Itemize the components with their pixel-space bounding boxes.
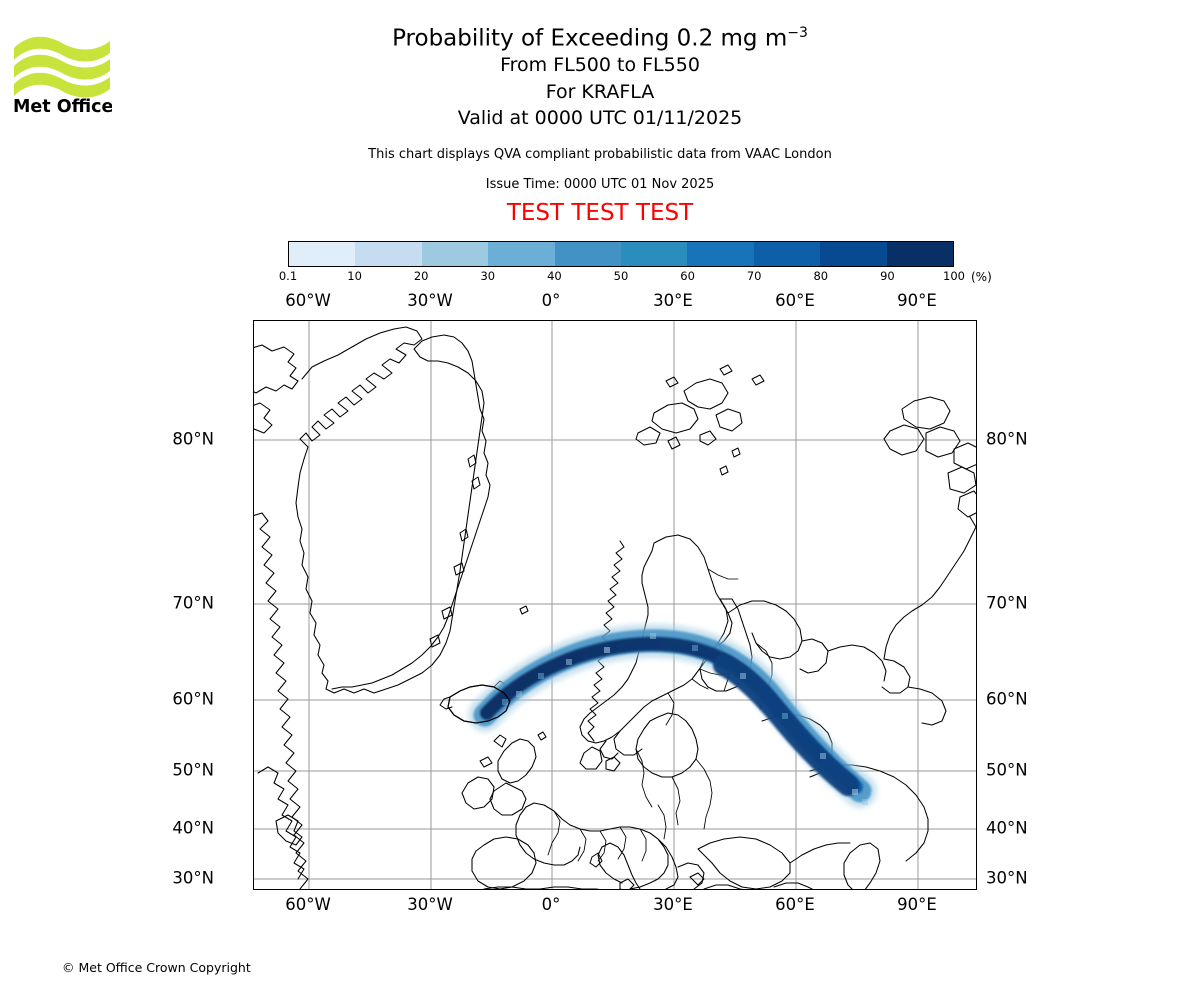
lat-label-right-40n: 40°N <box>986 818 1028 838</box>
met-office-logo-graphic: Met Office <box>13 36 112 114</box>
copyright-text: © Met Office Crown Copyright <box>62 960 251 975</box>
colorbar-band-5 <box>621 242 688 266</box>
colorbar-tick-60: 60 <box>680 269 695 283</box>
ash-plume <box>468 623 877 808</box>
colorbar-band-2 <box>421 242 489 266</box>
lat-label-left-70n: 70°N <box>172 593 214 613</box>
colorbar-band-1 <box>355 242 422 266</box>
lat-label-left-50n: 50°N <box>172 760 214 780</box>
test-banner: TEST TEST TEST <box>506 200 694 227</box>
colorbar-tick-40: 40 <box>547 269 562 283</box>
colorbar-tick-70: 70 <box>746 269 762 283</box>
logo-wordmark: Met Office <box>13 97 112 114</box>
colorbar-tick-50: 50 <box>613 269 629 283</box>
lat-label-left-80n: 80°N <box>172 429 214 449</box>
page-title-text: Probability of Exceeding 0.2 mg m <box>392 25 788 52</box>
lon-label-top-0: 0° <box>541 291 561 310</box>
page-title: Probability of Exceeding 0.2 mg m−3 <box>0 25 1200 52</box>
colorbar-band-4 <box>554 242 622 266</box>
disclaimer-text: This chart displays QVA compliant probab… <box>368 147 832 163</box>
iceland-overlay <box>447 684 511 724</box>
page-title-exponent: −3 <box>787 25 808 41</box>
title-block: Probability of Exceeding 0.2 mg m−3 From… <box>0 0 1200 226</box>
colorbar-tick-100: 100 <box>943 269 965 283</box>
lon-label-bottom-0: 0° <box>541 895 561 914</box>
colorbar-swatches <box>288 241 954 267</box>
colorbar-band-8 <box>820 242 887 266</box>
lon-label-top-60e: 60°E <box>775 291 815 310</box>
logo-waves <box>14 36 110 98</box>
lon-label-bottom-30w: 30°W <box>407 895 453 914</box>
colorbar-band-0 <box>289 242 356 266</box>
colorbar-tick-10: 10 <box>347 269 362 283</box>
colorbar-band-7 <box>753 242 821 266</box>
colorbar-tick-0.1: 0.1 <box>278 269 298 283</box>
met-office-logo: Met Office <box>12 24 112 114</box>
issue-time-text: Issue Time: 0000 UTC 01 Nov 2025 <box>485 177 715 193</box>
lat-label-right-60n: 60°N <box>986 689 1028 709</box>
lon-label-bottom-60e: 60°E <box>775 895 815 914</box>
volcano-line: For KRAFLA <box>545 80 655 103</box>
lat-label-right-50n: 50°N <box>986 760 1028 780</box>
colorbar-band-3 <box>488 242 555 266</box>
probability-colorbar: 0.1 10 20 30 40 50 60 70 80 90 100 <box>279 241 965 283</box>
lat-label-right-30n: 30°N <box>986 868 1028 888</box>
lon-label-top-30e: 30°E <box>653 291 693 310</box>
lon-label-top-60w: 60°W <box>285 291 331 310</box>
lat-label-left-30n: 30°N <box>172 868 214 888</box>
lat-label-right-80n: 80°N <box>986 429 1028 449</box>
lat-label-left-60n: 60°N <box>172 689 214 709</box>
valid-time-line: Valid at 0000 UTC 01/11/2025 <box>457 106 743 129</box>
colorbar-tick-30: 30 <box>480 269 496 283</box>
colorbar-tick-20: 20 <box>413 269 429 283</box>
flight-level-line: From FL500 to FL550 <box>500 54 700 77</box>
map-panel[interactable] <box>253 320 977 890</box>
map-gridlines <box>254 321 976 889</box>
colorbar-band-9 <box>886 242 954 266</box>
colorbar-tick-90: 90 <box>880 269 895 283</box>
colorbar-tick-80: 80 <box>813 269 829 283</box>
lat-label-right-70n: 70°N <box>986 593 1028 613</box>
map-graphic <box>254 321 976 889</box>
lon-label-top-30w: 30°W <box>407 291 453 310</box>
colorbar-unit-label: (%) <box>971 270 992 284</box>
lon-label-bottom-90e: 90°E <box>897 895 937 914</box>
lon-label-top-90e: 90°E <box>897 291 937 310</box>
colorbar-band-6 <box>687 242 754 266</box>
lon-label-bottom-60w: 60°W <box>285 895 331 914</box>
lon-label-bottom-30e: 30°E <box>653 895 693 914</box>
lat-label-left-40n: 40°N <box>172 818 214 838</box>
